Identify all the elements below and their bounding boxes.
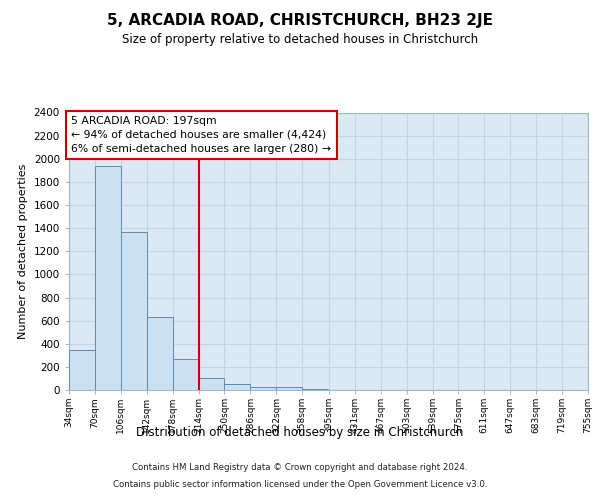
Bar [302,389,328,390]
Text: 5, ARCADIA ROAD, CHRISTCHURCH, BH23 2JE: 5, ARCADIA ROAD, CHRISTCHURCH, BH23 2JE [107,12,493,28]
Text: Contains HM Land Registry data © Crown copyright and database right 2024.: Contains HM Land Registry data © Crown c… [132,464,468,472]
Bar [95,166,121,390]
Bar [69,350,95,390]
Text: Contains public sector information licensed under the Open Government Licence v3: Contains public sector information licen… [113,480,487,489]
Bar [277,387,302,390]
Bar [250,386,277,390]
Bar [147,317,173,390]
Bar [224,384,250,390]
Bar [121,232,147,390]
Text: Size of property relative to detached houses in Christchurch: Size of property relative to detached ho… [122,32,478,46]
Text: 5 ARCADIA ROAD: 197sqm
← 94% of detached houses are smaller (4,424)
6% of semi-d: 5 ARCADIA ROAD: 197sqm ← 94% of detached… [71,116,331,154]
Y-axis label: Number of detached properties: Number of detached properties [18,164,28,339]
Text: Distribution of detached houses by size in Christchurch: Distribution of detached houses by size … [136,426,464,439]
Bar [199,378,224,390]
Bar [173,359,199,390]
